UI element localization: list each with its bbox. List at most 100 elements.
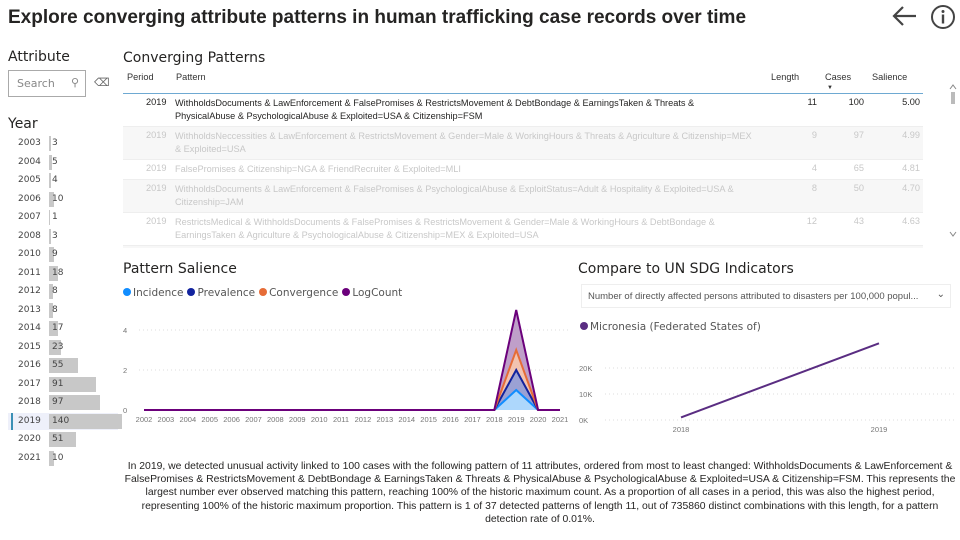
table-row[interactable]: 2019 FalsePromises & Citizenship=NGA & Fr… xyxy=(123,160,923,180)
year-item-2003[interactable]: 2003 3 xyxy=(8,135,118,152)
year-item-2012[interactable]: 2012 8 xyxy=(8,283,118,300)
year-item-2016[interactable]: 2016 55 xyxy=(8,357,118,374)
year-item-2006[interactable]: 2006 10 xyxy=(8,191,118,208)
year-count-bar xyxy=(49,432,76,447)
col-period[interactable]: Period xyxy=(127,72,154,82)
narrative-text: In 2019, we detected unusual activity li… xyxy=(124,461,956,525)
year-item-2020[interactable]: 2020 51 xyxy=(8,431,118,448)
year-count-bar xyxy=(49,358,78,373)
x-tick-label: 2014 xyxy=(398,415,415,424)
line-logcount xyxy=(144,309,560,411)
pattern-salience-title: Pattern Salience xyxy=(123,261,237,277)
legend-item[interactable]: Incidence xyxy=(123,287,183,299)
table-row[interactable]: 2019 RestrictsMedical & WithholdsDocument… xyxy=(123,213,923,246)
table-scrollbar[interactable] xyxy=(948,82,958,240)
x-tick-label: 2012 xyxy=(355,415,372,424)
year-item-2004[interactable]: 2004 5 xyxy=(8,154,118,171)
cell-cases: 65 xyxy=(853,163,864,173)
cell-salience: 4.63 xyxy=(902,216,920,226)
arrow-left-icon[interactable] xyxy=(890,4,918,28)
year-label: 2021 xyxy=(18,452,41,463)
y-tick-label: 10K xyxy=(579,390,592,399)
year-label: 2005 xyxy=(18,175,41,185)
year-item-2008[interactable]: 2008 3 xyxy=(8,228,118,245)
x-tick-label: 2016 xyxy=(442,415,459,424)
col-cases[interactable]: Cases xyxy=(825,72,852,82)
year-count: 55 xyxy=(52,360,64,370)
info-icon[interactable] xyxy=(930,4,956,30)
y-tick-label: 4 xyxy=(123,326,127,335)
year-count: 8 xyxy=(52,304,58,315)
sort-desc-icon: ▼ xyxy=(827,85,833,91)
col-pattern[interactable]: Pattern xyxy=(176,72,206,82)
year-item-2011[interactable]: 2011 18 xyxy=(8,265,118,282)
pattern-salience-chart: 0 2 4 2002 2003 2004 2005 2006 2007 2008 2009 2010 2… xyxy=(123,309,570,424)
y-tick-label: 0 xyxy=(123,406,127,415)
cell-cases: 50 xyxy=(853,183,864,193)
sdg-indicator-dropdown[interactable]: Number of directly affected persons attr… xyxy=(581,284,951,308)
legend-item[interactable]: Micronesia (Federated States of) xyxy=(580,321,761,333)
year-label: 2008 xyxy=(18,230,41,241)
year-label: 2014 xyxy=(18,323,41,333)
eraser-icon[interactable]: ⌫ xyxy=(94,76,110,89)
converging-patterns-title: Converging Patterns xyxy=(123,50,266,66)
year-count-bar xyxy=(49,173,52,188)
legend-item[interactable]: Prevalence xyxy=(187,287,255,299)
year-count: 5 xyxy=(52,156,58,167)
year-label: 2011 xyxy=(18,267,41,278)
year-label: 2007 xyxy=(18,212,41,222)
year-label: 2013 xyxy=(18,304,41,315)
y-tick-label: 2 xyxy=(123,366,127,375)
col-length[interactable]: Length xyxy=(771,72,800,82)
legend-item[interactable]: LogCount xyxy=(342,287,402,299)
year-count: 10 xyxy=(52,193,64,204)
year-item-2014[interactable]: 2014 17 xyxy=(8,320,118,337)
year-label: 2020 xyxy=(18,434,41,444)
x-tick-label: 2010 xyxy=(311,415,328,424)
legend-label: Micronesia (Federated States of) xyxy=(590,321,761,333)
year-item-2015[interactable]: 2015 23 xyxy=(8,339,118,356)
year-item-2019[interactable]: 2019 140 xyxy=(8,412,122,430)
year-count-bar xyxy=(49,376,97,392)
year-count-bar xyxy=(49,154,52,170)
sdg-indicator-value: Number of directly affected persons attr… xyxy=(588,291,919,302)
col-salience[interactable]: Salience xyxy=(872,72,908,82)
x-tick-label: 2019 xyxy=(508,415,525,424)
year-item-2007[interactable]: 2007 1 xyxy=(8,209,118,226)
year-count-bar xyxy=(49,265,59,281)
year-count: 4 xyxy=(52,175,58,185)
year-item-2005[interactable]: 2005 4 xyxy=(8,172,118,189)
x-tick-label: 2006 xyxy=(223,415,240,424)
cell-period: 2019 xyxy=(146,130,167,140)
x-tick-label: 2017 xyxy=(464,415,481,424)
year-item-2018[interactable]: 2018 97 xyxy=(8,394,118,411)
year-item-2010[interactable]: 2010 9 xyxy=(8,246,118,263)
cell-pattern: RestrictsMedical & WithholdsDocuments & … xyxy=(175,217,715,240)
year-item-2021[interactable]: 2021 10 xyxy=(8,450,118,467)
year-label: 2018 xyxy=(18,397,41,407)
year-item-2013[interactable]: 2013 8 xyxy=(8,302,118,319)
year-count: 1 xyxy=(52,212,58,222)
legend-dot-icon xyxy=(580,322,588,330)
cell-length: 12 xyxy=(806,216,817,226)
year-label: 2003 xyxy=(18,138,41,148)
year-label: 2016 xyxy=(18,360,41,370)
table-row[interactable]: 2019 WithholdsDocuments & LawEnforcement … xyxy=(123,94,923,127)
table-row[interactable]: 2019 WithholdsNeccessities & LawEnforceme… xyxy=(123,127,923,160)
x-tick-label: 2003 xyxy=(158,415,175,424)
year-label: 2006 xyxy=(18,193,41,204)
table-row[interactable]: 2019 WithholdsDocuments & LawEnforcement … xyxy=(123,180,923,213)
x-tick-label: 2018 xyxy=(673,425,690,434)
x-tick-label: 2002 xyxy=(136,415,153,424)
x-tick-label: 2013 xyxy=(376,415,393,424)
legend-dot-icon xyxy=(259,288,268,296)
cell-salience: 5.00 xyxy=(902,97,920,107)
legend-item[interactable]: Convergence xyxy=(259,287,338,299)
year-item-2017[interactable]: 2017 91 xyxy=(8,376,118,393)
year-count-bar xyxy=(49,228,51,244)
legend-label: Prevalence xyxy=(197,287,256,299)
legend-label: LogCount xyxy=(352,287,403,299)
attribute-search-input[interactable]: Search ⚲ xyxy=(8,70,86,97)
year-count: 18 xyxy=(52,267,64,278)
